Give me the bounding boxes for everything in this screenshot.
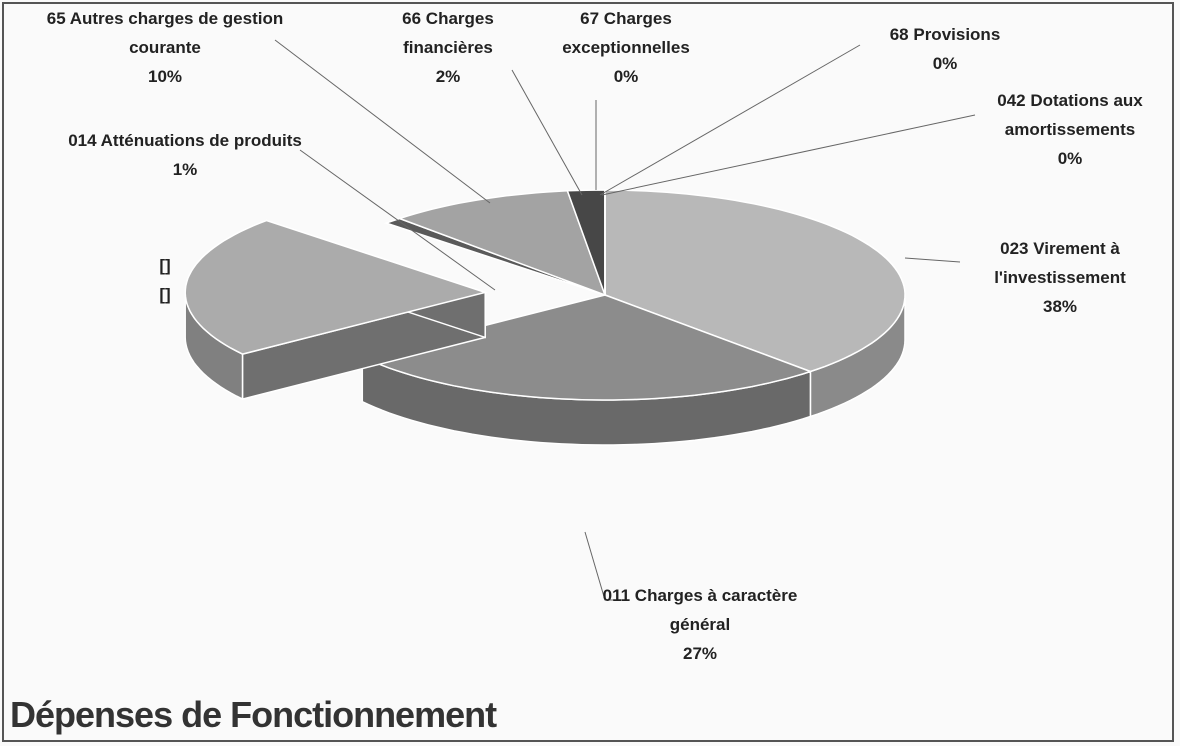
leader-line [511, 69, 583, 196]
slice [604, 189, 906, 373]
slice-value-label: 0% [932, 54, 958, 73]
slice-label: 65 Autres charges de gestion courante [46, 9, 284, 57]
slice-value-label: 1% [172, 160, 198, 179]
slice-value-label: 0% [1057, 149, 1083, 168]
slice-value-label: 38% [1042, 297, 1078, 316]
slice-label: 67 Charges exceptionnelles [562, 9, 690, 57]
slice-value-label: 10% [147, 67, 183, 86]
slice [360, 294, 813, 401]
leader-line [601, 114, 976, 196]
slice-value-label: 0% [613, 67, 639, 86]
leader-line [904, 257, 961, 263]
leader-line [274, 39, 491, 204]
chart-title: Dépenses de Fonctionnement [10, 694, 497, 735]
slice-value-label: 2% [435, 67, 461, 86]
slice-value-label: [] [159, 285, 171, 304]
slice-label: 011 Charges à caractère général [602, 586, 798, 634]
slice-value-label: 27% [682, 644, 718, 663]
slice-label: 68 Provisions [889, 25, 1001, 44]
slice-label: 014 Atténuations de produits [68, 131, 302, 150]
slice-label: [] [159, 256, 171, 275]
slice-label: 042 Dotations aux amortissements [997, 91, 1143, 139]
slice [184, 219, 488, 355]
leader-line [599, 44, 861, 196]
slice [397, 190, 607, 297]
slice-label: 66 Charges financières [402, 9, 494, 57]
leader-line [299, 149, 496, 291]
slice-label: 023 Virement à l'investissement [994, 239, 1126, 287]
leader-line [584, 531, 622, 601]
